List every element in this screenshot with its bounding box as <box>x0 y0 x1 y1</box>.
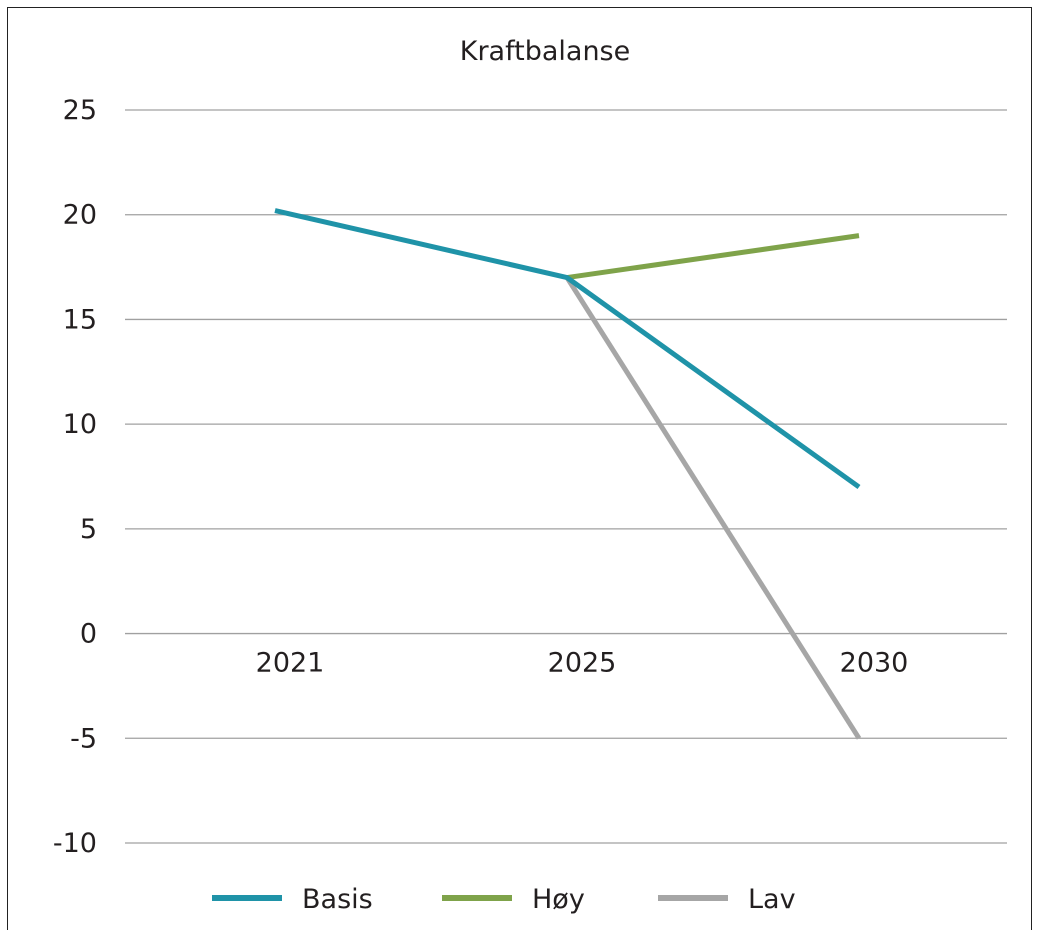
series-line-lav <box>564 276 862 740</box>
x-tick-label: 2021 <box>256 648 325 679</box>
y-tick-label: -5 <box>70 723 97 754</box>
series-lines <box>274 208 862 740</box>
chart-title: Kraftbalanse <box>460 36 631 67</box>
legend-label: Basis <box>302 884 373 915</box>
legend: Basis Høy Lav <box>212 884 796 915</box>
chart-frame <box>7 7 1032 930</box>
x-tick-label: 2025 <box>548 648 617 679</box>
legend-label: Høy <box>532 884 585 915</box>
x-axis-tick-labels: 2021 2025 2030 <box>256 648 909 679</box>
series-line-basis <box>274 208 861 490</box>
y-tick-label: 0 <box>80 619 97 650</box>
legend-label: Lav <box>748 884 796 915</box>
y-axis-tick-labels: 25 20 15 10 5 0 -5 -10 <box>53 95 97 859</box>
y-tick-label: 25 <box>63 95 97 126</box>
y-tick-label: 15 <box>63 304 97 335</box>
y-tick-label: 5 <box>80 514 97 545</box>
y-tick-label: 10 <box>63 409 97 440</box>
y-tick-label: 20 <box>63 200 97 231</box>
x-tick-label: 2030 <box>840 648 909 679</box>
series-line-h-y <box>566 233 860 281</box>
y-tick-label: -10 <box>53 828 97 859</box>
gridlines <box>125 109 1007 844</box>
